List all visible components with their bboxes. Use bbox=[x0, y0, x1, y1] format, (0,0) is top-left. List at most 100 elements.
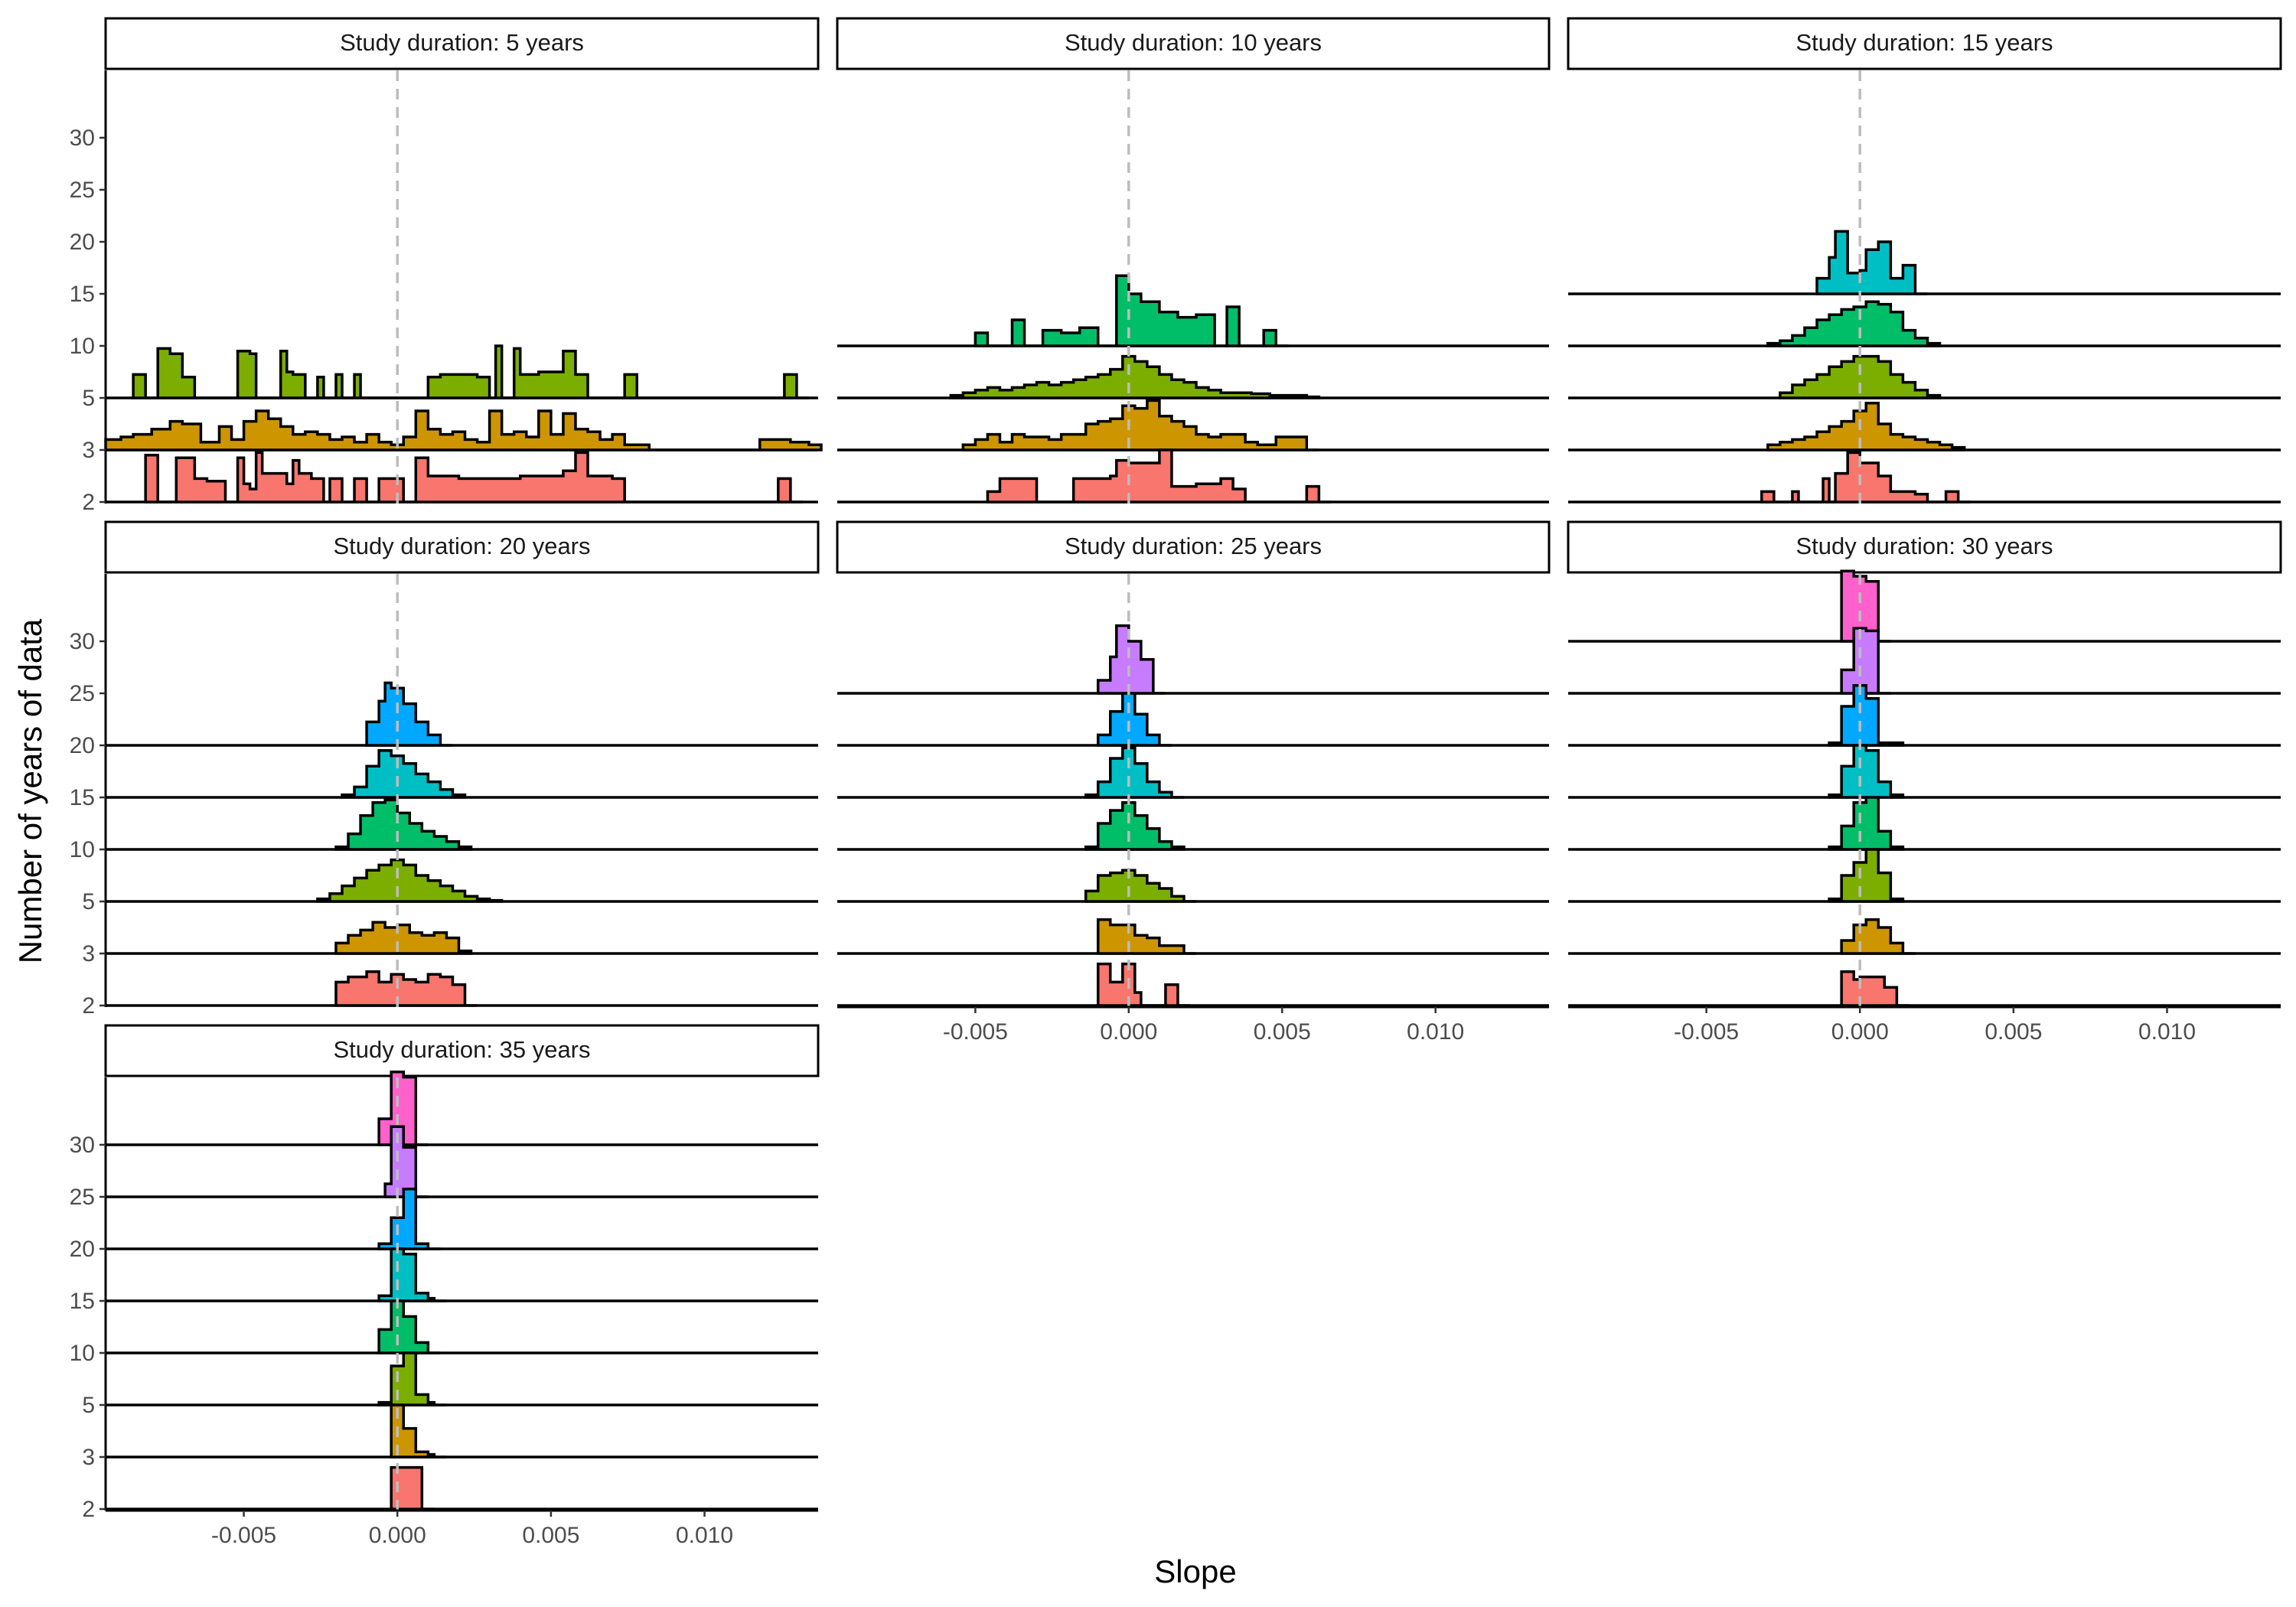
y-tick-label: 30 bbox=[70, 125, 95, 151]
series-5-years bbox=[1568, 354, 2281, 399]
series-2-years bbox=[106, 970, 818, 1007]
series-3-years bbox=[106, 1403, 818, 1459]
facet-title: Study duration: 5 years bbox=[340, 29, 584, 56]
facet-panel: Study duration: 35 years 2 3 5 10 15 20 25 30 -0.… bbox=[70, 1024, 820, 1548]
histogram-ridge bbox=[986, 448, 1332, 504]
series-2-years bbox=[1568, 970, 2281, 1007]
series-15-years bbox=[837, 746, 1549, 799]
series-15-years bbox=[106, 1247, 818, 1302]
histogram-ridge bbox=[1084, 801, 1186, 851]
series-25-years bbox=[106, 1125, 818, 1198]
series-5-years bbox=[837, 869, 1549, 903]
series-3-years bbox=[106, 921, 818, 955]
facet-title: Study duration: 15 years bbox=[1795, 29, 2053, 56]
y-tick-label: 2 bbox=[82, 490, 95, 515]
y-tick-label: 25 bbox=[70, 178, 95, 203]
histogram-ridge bbox=[1096, 918, 1197, 955]
histogram-ridge bbox=[1828, 848, 1905, 903]
series-3-years bbox=[1568, 918, 2281, 955]
series-5-years bbox=[106, 344, 818, 399]
histogram-ridge bbox=[1760, 451, 1971, 504]
histogram-ridge bbox=[949, 354, 1321, 399]
histogram-ridge bbox=[1096, 962, 1190, 1007]
facet-panel: Study duration: 30 years -0.005 0.000 0.005… bbox=[1567, 520, 2282, 1045]
series-15-years bbox=[1568, 744, 2281, 799]
y-tick-label: 25 bbox=[70, 1185, 95, 1210]
y-tick-label: 10 bbox=[70, 1341, 95, 1366]
histogram-ridge bbox=[377, 1247, 447, 1302]
y-tick-label: 30 bbox=[70, 1133, 95, 1158]
histogram-ridge bbox=[1815, 230, 1928, 295]
series-10-years bbox=[1568, 796, 2281, 851]
facet-panel: Study duration: 15 years bbox=[1567, 17, 2282, 504]
y-tick-label: 15 bbox=[70, 785, 95, 810]
series-30-years bbox=[106, 1071, 818, 1146]
y-axis-title: Number of years of data bbox=[12, 618, 48, 963]
histogram-ridge bbox=[132, 344, 809, 399]
histogram-ridge bbox=[365, 681, 453, 747]
y-tick-label: 20 bbox=[70, 733, 95, 758]
histogram-ridge bbox=[1828, 684, 1905, 747]
histogram-ridge bbox=[377, 1351, 447, 1407]
series-2-years bbox=[837, 448, 1549, 504]
facet-strip bbox=[104, 520, 820, 574]
series-2-years bbox=[106, 1465, 818, 1511]
y-tick-label: 2 bbox=[82, 1497, 95, 1522]
y-tick-label: 5 bbox=[82, 386, 95, 411]
x-tick-label: 0.000 bbox=[1831, 1019, 1889, 1045]
histogram-ridge bbox=[377, 1299, 441, 1354]
x-tick-label: -0.005 bbox=[943, 1019, 1008, 1045]
x-tick-label: 0.000 bbox=[1100, 1019, 1157, 1045]
series-10-years bbox=[837, 801, 1549, 851]
series-3-years bbox=[1568, 402, 2281, 451]
series-5-years bbox=[1568, 848, 2281, 903]
y-tick-label: 2 bbox=[82, 993, 95, 1019]
histogram-ridge bbox=[1766, 300, 1942, 347]
histogram-ridge bbox=[1084, 746, 1184, 799]
facet-strip bbox=[836, 520, 1551, 574]
histogram-ridge bbox=[383, 1125, 429, 1198]
y-tick-label: 15 bbox=[70, 1289, 95, 1314]
histogram-ridge bbox=[104, 409, 823, 451]
y-tick-label: 30 bbox=[70, 629, 95, 654]
histogram-ridge bbox=[1096, 624, 1166, 695]
histogram-ridge bbox=[1096, 692, 1172, 747]
series-3-years bbox=[837, 918, 1549, 955]
series-25-years bbox=[837, 624, 1549, 695]
histogram-ridge bbox=[1828, 796, 1905, 851]
x-tick-label: 0.005 bbox=[1254, 1019, 1311, 1045]
histogram-ridge bbox=[334, 798, 473, 851]
series-10-years bbox=[837, 274, 1549, 347]
y-tick-label: 20 bbox=[70, 230, 95, 255]
facet-panel: Study duration: 10 years bbox=[836, 17, 1551, 504]
y-tick-label: 5 bbox=[82, 1393, 95, 1418]
x-tick-label: 0.005 bbox=[1985, 1019, 2042, 1045]
series-10-years bbox=[106, 798, 818, 851]
series-20-years bbox=[106, 1188, 818, 1250]
series-20-years bbox=[106, 681, 818, 747]
series-15-years bbox=[106, 749, 818, 799]
series-5-years bbox=[837, 354, 1549, 399]
facet-panels: Study duration: 5 years2351015202530Stud… bbox=[70, 17, 2282, 1548]
histogram-ridge bbox=[341, 749, 467, 799]
y-tick-label: 15 bbox=[70, 282, 95, 307]
y-tick-label: 3 bbox=[82, 941, 95, 966]
series-20-years bbox=[837, 692, 1549, 747]
y-tick-label: 10 bbox=[70, 334, 95, 359]
facet-panel: Study duration: 25 years -0.005 0.000 0.005… bbox=[836, 520, 1551, 1045]
histogram-ridge bbox=[1840, 918, 1916, 955]
histogram-ridge bbox=[390, 1403, 447, 1459]
facet-strip bbox=[1567, 520, 2282, 574]
x-tick-label: 0.010 bbox=[2138, 1019, 2196, 1045]
histogram-ridge bbox=[1828, 744, 1905, 799]
series-10-years bbox=[1568, 300, 2281, 347]
y-tick-label: 5 bbox=[82, 889, 95, 914]
series-5-years bbox=[106, 1351, 818, 1407]
y-tick-label: 3 bbox=[82, 1445, 95, 1470]
facet-panel: Study duration: 20 years 2 3 5 10 15 20 25 30 bbox=[70, 520, 820, 1019]
y-tick-label: 10 bbox=[70, 837, 95, 862]
facet-strip bbox=[104, 17, 820, 70]
x-tick-label: 0.000 bbox=[369, 1523, 426, 1548]
facet-title: Study duration: 25 years bbox=[1065, 533, 1322, 559]
histogram-ridge bbox=[961, 399, 1319, 451]
